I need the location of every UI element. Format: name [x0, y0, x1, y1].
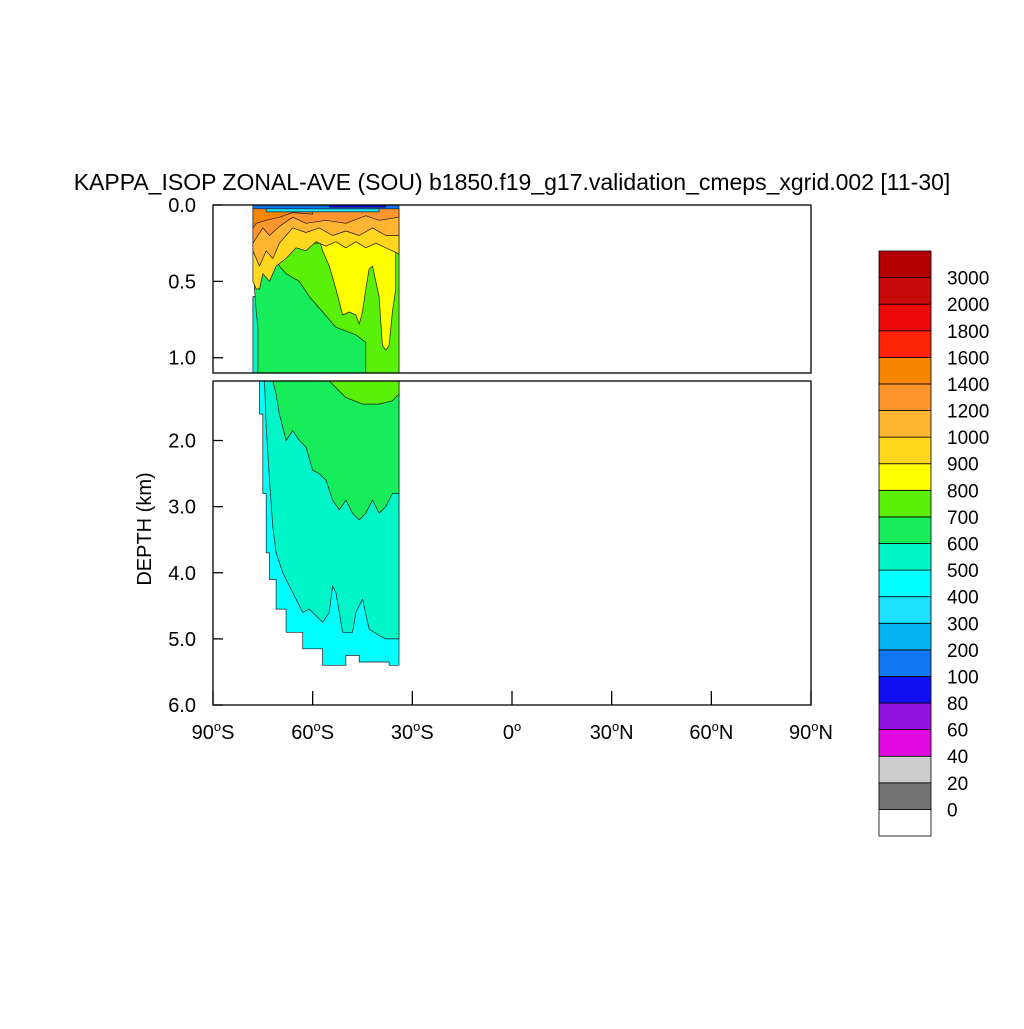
x-tick-label: 30oS — [391, 719, 434, 744]
colorbar-label: 1800 — [947, 322, 989, 343]
colorbar-label: 1400 — [947, 375, 989, 396]
contour-region-upper-800-900 — [315, 227, 397, 351]
x-tick-label: 90oN — [789, 719, 833, 744]
colorbar-swatch — [878, 463, 932, 491]
colorbar-label: 400 — [947, 588, 979, 609]
contour-region-deep-600-700 — [269, 381, 400, 521]
colorbar-label: 3000 — [947, 269, 989, 290]
contour-region-upper-1000-1200 — [252, 207, 400, 267]
colorbar-label: 1200 — [947, 402, 989, 423]
colorbar-label: 600 — [947, 535, 979, 556]
colorbar-swatch — [878, 436, 932, 465]
y-tick-label: 6.0 — [168, 695, 196, 717]
colorbar-label: 800 — [947, 481, 979, 502]
y-tick-label: 5.0 — [168, 629, 196, 651]
colorbar-swatch — [878, 596, 932, 624]
colorbar: 0 20 40 60 80 100 200 300 400 500 600 700 800 900 1000… — [878, 250, 989, 837]
colorbar-label: 40 — [947, 747, 968, 768]
colorbar-swatch — [878, 410, 932, 438]
colorbar-swatch — [878, 516, 932, 544]
bottom-panel: 2.0 3.0 4.0 5.0 6.0 — [168, 380, 812, 717]
top-panel: 0.0 0.5 1.0 — [168, 195, 812, 374]
x-tick-label: 90oS — [192, 719, 235, 744]
colorbar-swatch — [878, 383, 932, 411]
colorbar-label: 500 — [947, 561, 979, 582]
y-axis-label: DEPTH (km) — [134, 472, 156, 585]
colorbar-label: 100 — [947, 667, 979, 688]
y-tick-label: 0.5 — [168, 271, 196, 293]
x-axis-ticks: 90oS 60oS 30oS 0o 30oN 60oN 90oN — [192, 691, 833, 744]
colorbar-label: 900 — [947, 455, 979, 476]
colorbar-label: 2000 — [947, 295, 989, 316]
x-tick-label: 60oN — [689, 719, 733, 744]
y-tick-label: 3.0 — [168, 497, 196, 519]
chart-title: KAPPA_ISOP ZONAL-AVE (SOU) b1850.f19_g17… — [74, 169, 951, 195]
colorbar-label: 0 — [947, 800, 958, 821]
colorbar-label: 60 — [947, 721, 968, 742]
y-tick-label: 0.0 — [168, 195, 196, 217]
colorbar-swatch — [878, 356, 932, 385]
top-panel-frame — [212, 204, 812, 374]
colorbar-swatch — [878, 755, 932, 784]
y-tick-label: 2.0 — [168, 431, 196, 453]
contour-region-upper-1200-1400 — [252, 207, 400, 244]
colorbar-label: 80 — [947, 694, 968, 715]
colorbar-swatch — [878, 649, 932, 677]
colorbar-swatch — [878, 622, 932, 651]
colorbar-swatch — [878, 782, 932, 810]
y-tick-label: 4.0 — [168, 563, 196, 585]
colorbar-swatch — [878, 277, 932, 305]
colorbar-label: 1600 — [947, 348, 989, 369]
colorbar-swatch — [878, 809, 932, 837]
colorbar-label: 300 — [947, 614, 979, 635]
contour-region-deep-700-800 — [312, 381, 400, 405]
colorbar-swatch — [878, 250, 932, 278]
x-tick-label: 0o — [503, 719, 521, 744]
colorbar-swatch — [878, 489, 932, 518]
colorbar-label: 700 — [947, 508, 979, 529]
colorbar-swatch — [878, 676, 932, 704]
x-tick-label: 30oN — [590, 719, 634, 744]
colorbar-label: 20 — [947, 774, 968, 795]
x-tick-label: 60oS — [291, 719, 334, 744]
colorbar-swatch — [878, 303, 932, 332]
colorbar-label: 200 — [947, 641, 979, 662]
colorbar-swatch — [878, 702, 932, 731]
contour-region-surface-300-400 — [265, 208, 380, 213]
y-tick-label: 1.0 — [168, 348, 196, 370]
colorbar-swatch — [878, 729, 932, 757]
colorbar-swatch — [878, 569, 932, 598]
colorbar-swatch — [878, 330, 932, 358]
colorbar-swatch — [878, 543, 932, 571]
colorbar-label: 1000 — [947, 428, 989, 449]
